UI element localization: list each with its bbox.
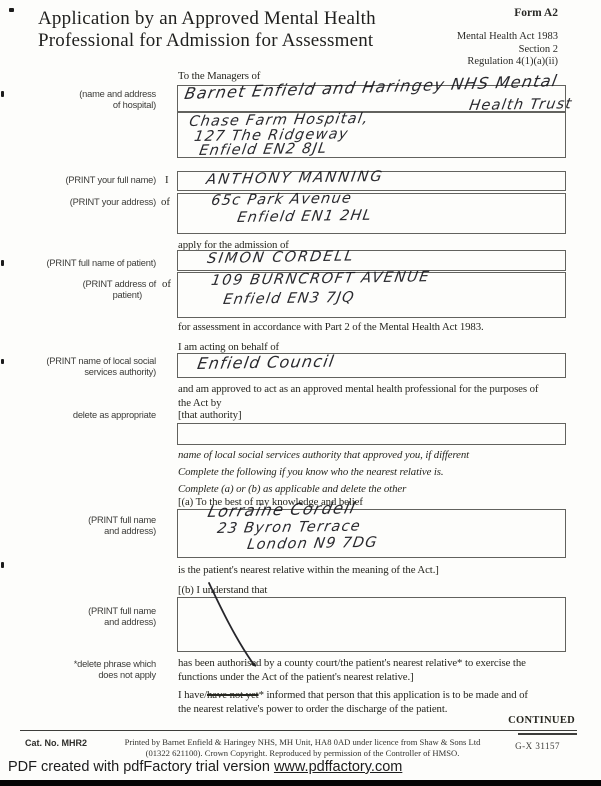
footer-divider <box>20 730 577 731</box>
printed-by-line1: Printed by Barnet Enfield & Haringey NHS… <box>124 737 481 747</box>
catalogue-number: Cat. No. MHR2 <box>25 738 88 748</box>
assessment-line: for assessment in accordance with Part 2… <box>178 321 484 333</box>
to-managers-line: To the Managers of <box>178 70 261 82</box>
apply-line: apply for the admission of <box>178 239 289 251</box>
authorised-line1: has been authorised by a county court/th… <box>178 657 526 669</box>
authority-label-line1: (PRINT name of local social <box>46 356 156 366</box>
informed-line1: I have/have not yet* informed that perso… <box>178 689 528 702</box>
patient-address-field <box>177 272 566 318</box>
hospital-label-line2: of hospital) <box>112 100 156 110</box>
acting-line: I am acting on behalf of <box>178 341 280 353</box>
authority-label: (PRINT name of local social services aut… <box>0 356 156 378</box>
patient-address-label-line1: (PRINT address of <box>82 279 157 289</box>
scan-speck <box>1 359 4 364</box>
that-authority-line: [that authority] <box>178 409 242 421</box>
complete-note2: Complete (a) or (b) as applicable and de… <box>178 483 407 495</box>
handwritten-applicant-name: ANTHONY MANNING <box>205 168 385 188</box>
relative-b-field <box>177 597 566 652</box>
patient-address-label-line2: patient) <box>112 290 143 300</box>
delete-appropriate-label: delete as appropriate <box>72 410 156 420</box>
printed-by-note: Printed by Barnet Enfield & Haringey NHS… <box>110 737 495 758</box>
scan-speck <box>9 8 14 12</box>
act-reference-block: Mental Health Act 1983 Section 2 Regulat… <box>457 31 558 69</box>
handwritten-relative-address-line2: London N9 7DG <box>246 534 379 553</box>
relative-a-label-line1: (PRINT full name <box>88 515 156 525</box>
scan-speck <box>1 91 4 97</box>
section-a-closing: is the patient's nearest relative within… <box>178 564 439 576</box>
handwritten-deletion-stroke <box>208 582 257 667</box>
informed-struck-phrase: have not yet <box>206 689 259 701</box>
patient-name-label: (PRINT full name of patient) <box>46 258 157 268</box>
patient-name-field <box>177 250 566 271</box>
connector-word-i: I <box>165 174 169 186</box>
hospital-name-field <box>177 85 566 112</box>
patient-address-label: (PRINT address of patient) <box>0 279 157 301</box>
informed-line2: the nearest relative's power to order th… <box>178 703 448 715</box>
pdffactory-banner: PDF created with pdfFactory trial versio… <box>8 759 402 775</box>
hospital-label-line1: (name and address <box>79 89 156 99</box>
section-line: Section 2 <box>518 43 558 55</box>
relative-a-label: (PRINT full name and address) <box>0 515 156 537</box>
relative-b-label-line1: (PRINT full name <box>88 606 156 616</box>
scan-speck <box>1 260 4 266</box>
authorised-line2: functions under the Act of the patient's… <box>178 671 414 683</box>
hospital-address-field <box>177 112 566 158</box>
regulation-line: Regulation 4(1)(a)(ii) <box>467 56 558 67</box>
handwritten-authority: Enfield Council <box>196 351 337 373</box>
section-a-opening: [(a) To the best of my knowledge and bel… <box>178 496 363 508</box>
handwritten-applicant-address-line2: Enfield EN1 2HL <box>236 207 374 226</box>
authority-field <box>177 353 566 378</box>
approved-line1: and am approved to act as an approved me… <box>178 383 539 395</box>
window-bottom-bar <box>0 780 601 786</box>
printed-by-line2: (01322 621100). Crown Copyright. Reprodu… <box>145 747 460 758</box>
relative-a-label-line2: and address) <box>104 526 156 536</box>
connector-word-of-2: of <box>162 278 171 290</box>
scan-speck <box>1 562 4 568</box>
act-line: Mental Health Act 1983 <box>456 31 558 42</box>
page-title-line2: Professional for Admission for Assessmen… <box>38 30 374 51</box>
handwritten-patient-name: SIMON CORDELL <box>206 248 356 267</box>
applicant-name-field <box>177 171 566 191</box>
form-code: Form A2 <box>514 7 558 19</box>
connector-word-of: of <box>161 196 170 208</box>
applicant-address-field <box>177 193 566 234</box>
handwritten-hospital-overflow: Health Trust <box>468 96 574 114</box>
continued-marker: CONTINUED <box>508 715 575 726</box>
complete-note1: Complete the following if you know who t… <box>178 466 444 478</box>
section-b-opening: [(b) I understand that <box>178 584 268 596</box>
other-authority-field <box>177 423 566 445</box>
authority-label-line2: services authority) <box>84 367 156 377</box>
handwritten-hospital-line4: Enfield EN2 8JL <box>198 140 329 159</box>
relative-b-label-line2: and address) <box>104 617 156 627</box>
page-title-line1: Application by an Approved Mental Health <box>38 8 376 29</box>
informed-suffix: * informed that person that this applica… <box>258 689 528 701</box>
approved-line2: the Act by <box>178 397 222 409</box>
handwritten-applicant-address-line1: 65c Park Avenue <box>210 190 354 209</box>
delete-phrase-label: *delete phrase which does not apply <box>0 659 157 681</box>
informed-prefix: I have/ <box>178 689 207 701</box>
pdffactory-link[interactable]: www.pdffactory.com <box>273 759 403 775</box>
pdffactory-text: PDF created with pdfFactory trial versio… <box>8 759 274 775</box>
handwritten-patient-address-line2: Enfield EN3 7JQ <box>222 289 356 308</box>
applicant-name-label: (PRINT your full name) <box>65 175 157 185</box>
print-ref-code: G-X 31157 <box>515 741 560 751</box>
authority-note: name of local social services authority … <box>178 449 470 461</box>
applicant-address-label: (PRINT your address) <box>69 197 156 207</box>
relative-a-field <box>177 509 566 558</box>
handwritten-relative-name: Lorraine Cordell <box>206 498 358 521</box>
handwritten-relative-address-line1: 23 Byron Terrace <box>216 518 363 537</box>
relative-b-label: (PRINT full name and address) <box>0 606 156 628</box>
hospital-label: (name and address of hospital) <box>0 89 156 111</box>
delete-phrase-label-line2: does not apply <box>98 670 156 680</box>
page-title: Application by an Approved Mental Health… <box>38 8 478 52</box>
delete-phrase-label-line1: *delete phrase which <box>73 659 157 669</box>
footer-divider-accent <box>518 733 577 735</box>
